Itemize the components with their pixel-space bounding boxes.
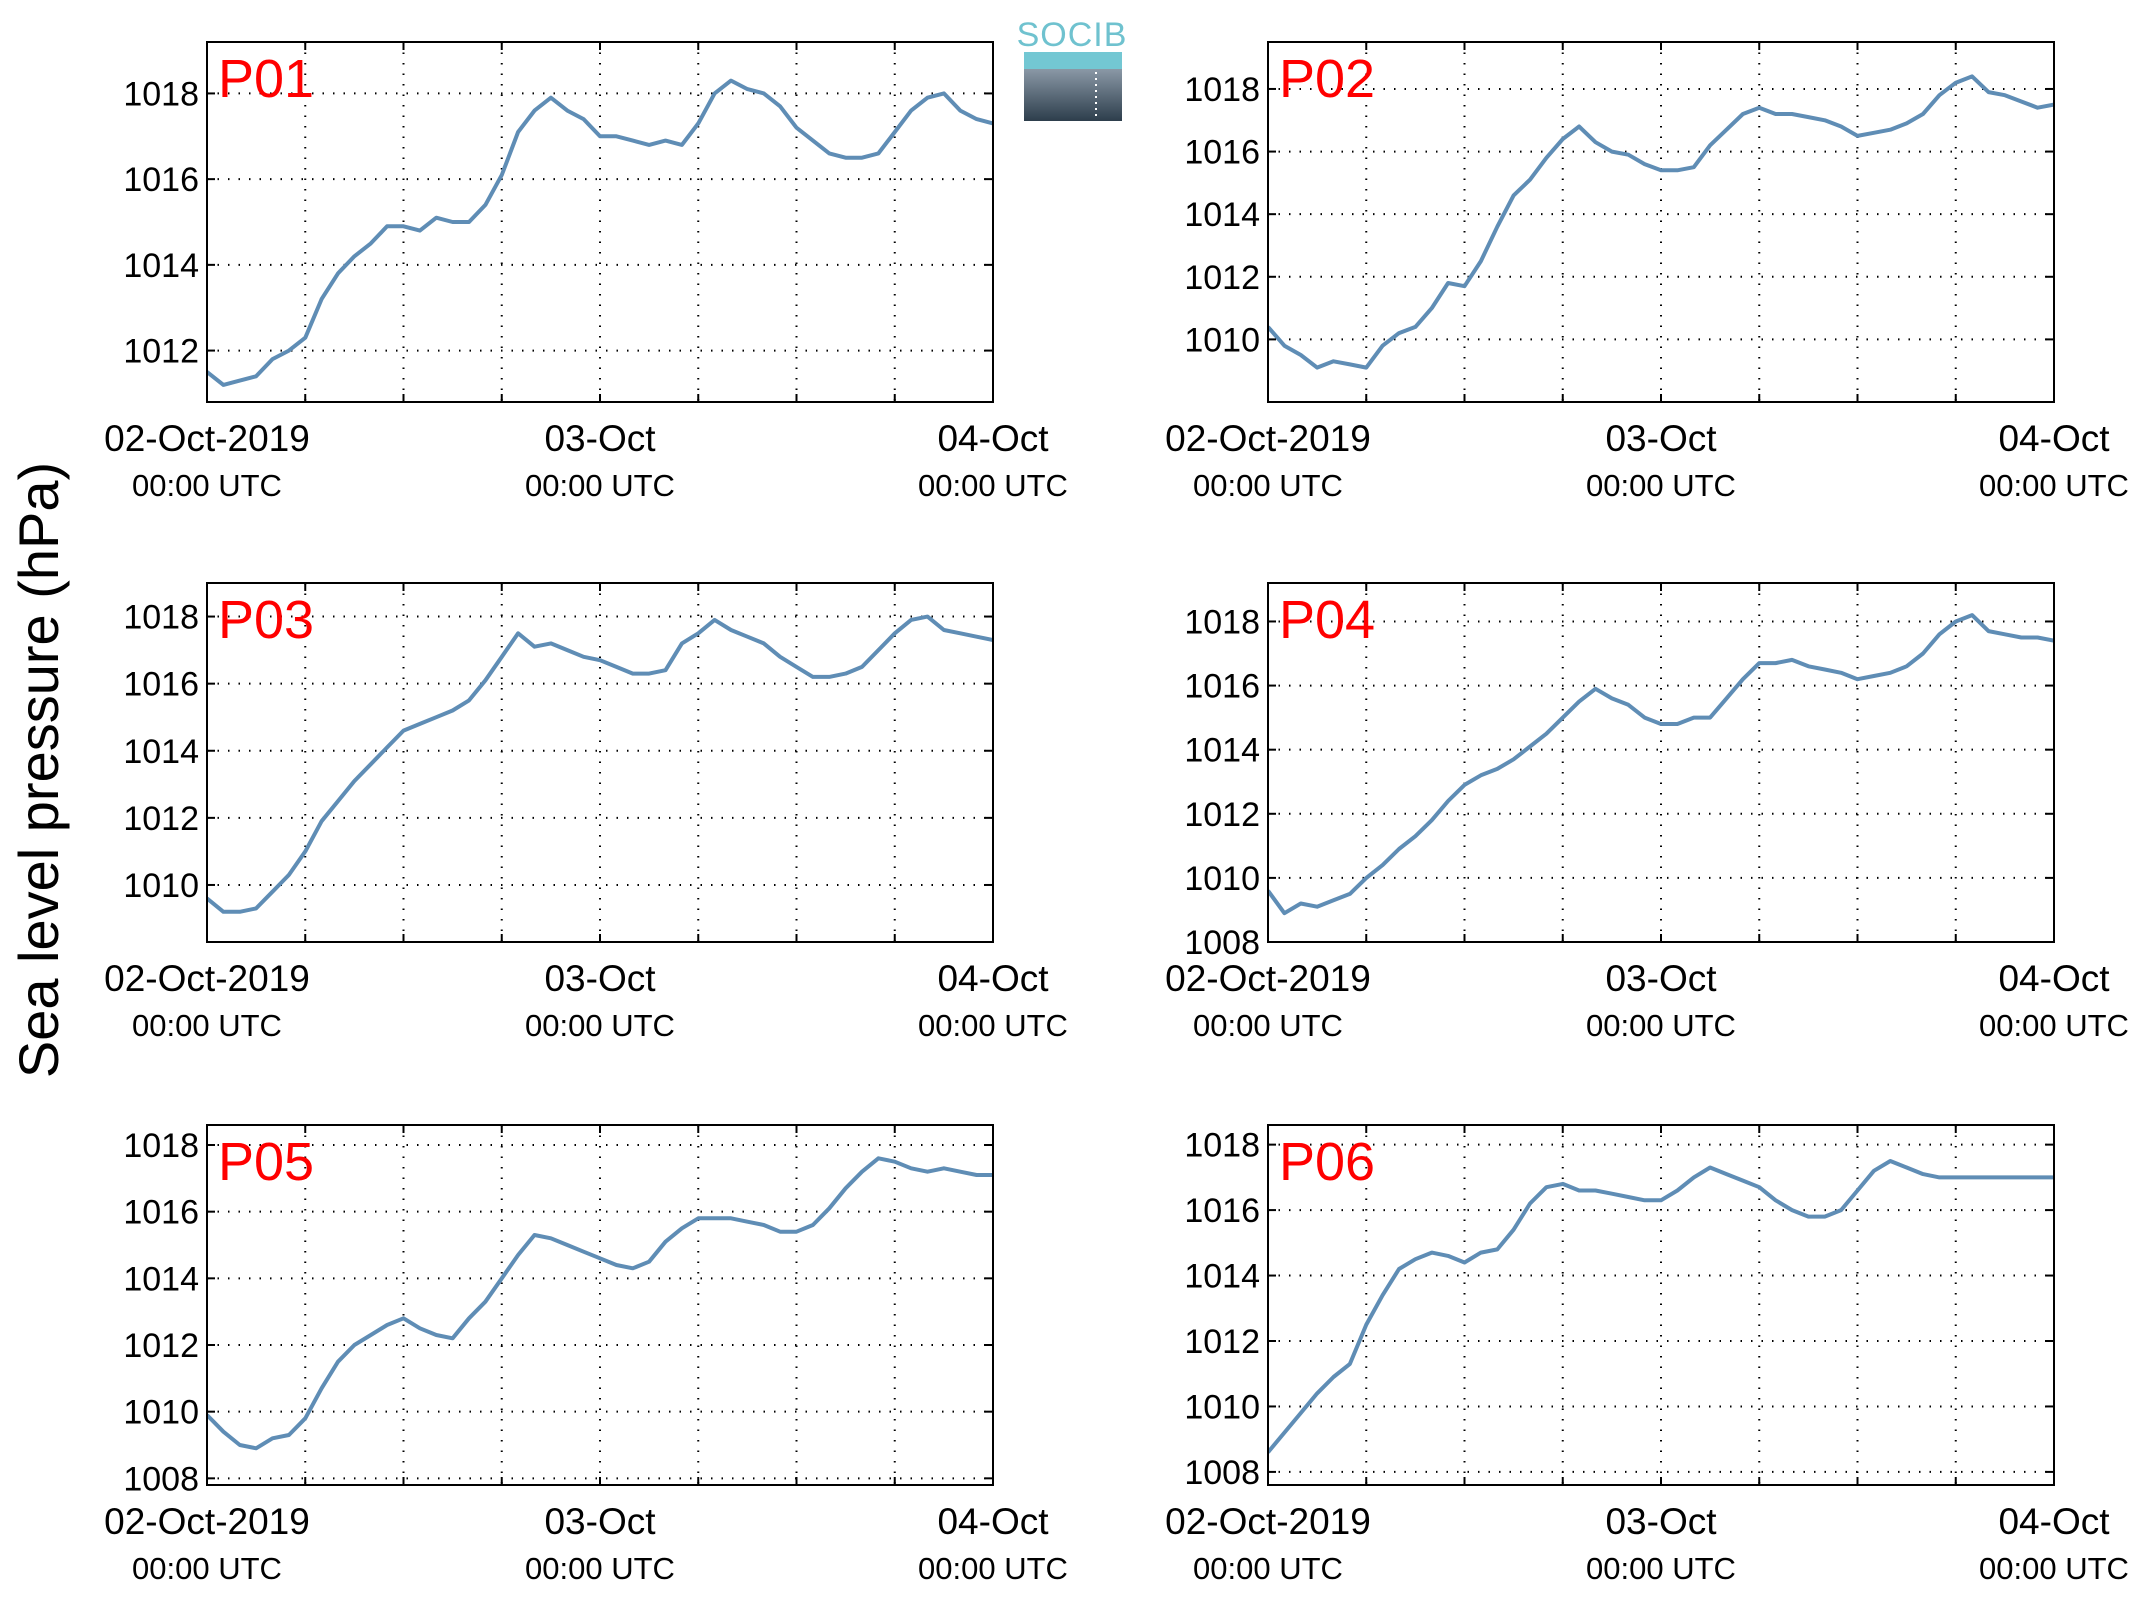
x-tick-label: 03-Oct bbox=[544, 418, 656, 459]
x-tick-sublabel: 00:00 UTC bbox=[1586, 1551, 1736, 1586]
x-tick-sublabel: 00:00 UTC bbox=[132, 468, 282, 503]
x-tick-sublabel: 00:00 UTC bbox=[918, 1008, 1068, 1043]
panel-title: P01 bbox=[218, 49, 314, 109]
y-tick-label: 1008 bbox=[1184, 924, 1260, 962]
y-tick-label: 1014 bbox=[123, 733, 199, 771]
socib-logo-block bbox=[1024, 69, 1122, 121]
y-tick-label: 1010 bbox=[1184, 860, 1260, 898]
x-tick-sublabel: 00:00 UTC bbox=[525, 1551, 675, 1586]
panel-p04: 1008 1010 1012 1014 1016 1018 02-Oct-2019 00:00… bbox=[1165, 582, 2129, 1043]
x-tick-label: 04-Oct bbox=[937, 1501, 1049, 1542]
y-tick-label: 1008 bbox=[123, 1460, 199, 1498]
y-tick-label: 1014 bbox=[1184, 732, 1260, 770]
panel-p01: 1012 1014 1016 1018 02-Oct-2019 00:00 UTC 03-O… bbox=[104, 41, 1068, 503]
x-tick-sublabel: 00:00 UTC bbox=[1979, 1008, 2129, 1043]
y-tick-label: 1014 bbox=[123, 247, 199, 285]
y-tick-label: 1010 bbox=[1184, 1388, 1260, 1426]
x-tick-label: 03-Oct bbox=[1605, 418, 1717, 459]
series-line bbox=[207, 614, 993, 914]
x-tick-sublabel: 00:00 UTC bbox=[918, 468, 1068, 503]
x-tick-label: 03-Oct bbox=[1605, 1501, 1717, 1542]
x-tick-label: 02-Oct-2019 bbox=[104, 418, 310, 459]
y-tick-label: 1016 bbox=[1184, 1192, 1260, 1230]
x-tick-label: 03-Oct bbox=[1605, 958, 1717, 999]
y-tick-label: 1018 bbox=[1184, 603, 1260, 641]
y-tick-label: 1016 bbox=[1184, 668, 1260, 706]
panel-title: P06 bbox=[1279, 1132, 1375, 1192]
x-tick-label: 02-Oct-2019 bbox=[1165, 1501, 1371, 1542]
y-tick-label: 1010 bbox=[123, 1394, 199, 1432]
panel-title: P04 bbox=[1279, 590, 1375, 650]
y-tick-label: 1016 bbox=[123, 1194, 199, 1232]
socib-logo-band bbox=[1024, 52, 1122, 69]
y-tick-label: 1018 bbox=[123, 599, 199, 637]
x-tick-label: 03-Oct bbox=[544, 1501, 656, 1542]
x-tick-label: 04-Oct bbox=[1998, 958, 2110, 999]
x-tick-label: 02-Oct-2019 bbox=[1165, 418, 1371, 459]
x-tick-label: 04-Oct bbox=[937, 958, 1049, 999]
y-tick-label: 1012 bbox=[1184, 796, 1260, 834]
x-tick-sublabel: 00:00 UTC bbox=[1979, 1551, 2129, 1586]
panel-title: P03 bbox=[218, 590, 314, 650]
x-tick-sublabel: 00:00 UTC bbox=[525, 1008, 675, 1043]
y-tick-label: 1010 bbox=[1184, 321, 1260, 359]
x-tick-sublabel: 00:00 UTC bbox=[132, 1551, 282, 1586]
series-line bbox=[1268, 1159, 2054, 1454]
x-tick-sublabel: 00:00 UTC bbox=[1193, 468, 1343, 503]
socib-logo-text: SOCIB bbox=[1017, 16, 1128, 54]
panel-p06: 1008 1010 1012 1014 1016 1018 02-Oct-2019 00:00… bbox=[1165, 1124, 2129, 1586]
x-tick-label: 04-Oct bbox=[1998, 418, 2110, 459]
y-tick-label: 1018 bbox=[123, 75, 199, 113]
panel-p05: 1008 1010 1012 1014 1016 1018 02-Oct-2019 00:00… bbox=[104, 1124, 1068, 1586]
x-tick-label: 02-Oct-2019 bbox=[104, 1501, 310, 1542]
y-tick-label: 1012 bbox=[1184, 1323, 1260, 1361]
figure-ylabel: Sea level pressure (hPa) bbox=[7, 462, 70, 1078]
y-tick-label: 1018 bbox=[1184, 1127, 1260, 1165]
panel-p02: 1010 1012 1014 1016 1018 02-Oct-2019 00:00 UTC… bbox=[1165, 41, 2129, 503]
y-tick-label: 1014 bbox=[123, 1260, 199, 1298]
series-line bbox=[207, 78, 993, 387]
panel-p03: 1010 1012 1014 1016 1018 02-Oct-2019 00:00 UTC… bbox=[104, 582, 1068, 1043]
x-tick-sublabel: 00:00 UTC bbox=[1979, 468, 2129, 503]
y-tick-label: 1018 bbox=[1184, 71, 1260, 109]
x-tick-label: 04-Oct bbox=[937, 418, 1049, 459]
x-tick-sublabel: 00:00 UTC bbox=[1586, 1008, 1736, 1043]
x-tick-sublabel: 00:00 UTC bbox=[1586, 468, 1736, 503]
x-tick-sublabel: 00:00 UTC bbox=[132, 1008, 282, 1043]
y-tick-label: 1010 bbox=[123, 867, 199, 905]
x-tick-sublabel: 00:00 UTC bbox=[1193, 1008, 1343, 1043]
socib-logo: SOCIB bbox=[1017, 16, 1128, 121]
y-tick-label: 1018 bbox=[123, 1127, 199, 1165]
y-tick-label: 1008 bbox=[1184, 1454, 1260, 1492]
y-tick-label: 1016 bbox=[123, 666, 199, 704]
y-tick-label: 1014 bbox=[1184, 196, 1260, 234]
x-tick-label: 02-Oct-2019 bbox=[104, 958, 310, 999]
y-tick-label: 1012 bbox=[123, 333, 199, 371]
x-tick-sublabel: 00:00 UTC bbox=[918, 1551, 1068, 1586]
panel-title: P05 bbox=[218, 1132, 314, 1192]
x-tick-label: 02-Oct-2019 bbox=[1165, 958, 1371, 999]
x-tick-sublabel: 00:00 UTC bbox=[525, 468, 675, 503]
series-line bbox=[1268, 613, 2054, 916]
series-line bbox=[1268, 74, 2054, 370]
x-tick-label: 04-Oct bbox=[1998, 1501, 2110, 1542]
y-tick-label: 1012 bbox=[123, 1327, 199, 1365]
series-line bbox=[207, 1156, 993, 1451]
y-tick-label: 1014 bbox=[1184, 1258, 1260, 1296]
y-tick-label: 1016 bbox=[123, 161, 199, 199]
y-tick-label: 1012 bbox=[123, 800, 199, 838]
y-tick-label: 1012 bbox=[1184, 259, 1260, 297]
panels-group: 1012 1014 1016 1018 02-Oct-2019 00:00 UTC 03-O… bbox=[104, 41, 2129, 1586]
x-tick-label: 03-Oct bbox=[544, 958, 656, 999]
x-tick-sublabel: 00:00 UTC bbox=[1193, 1551, 1343, 1586]
panel-title: P02 bbox=[1279, 49, 1375, 109]
y-tick-label: 1016 bbox=[1184, 134, 1260, 172]
